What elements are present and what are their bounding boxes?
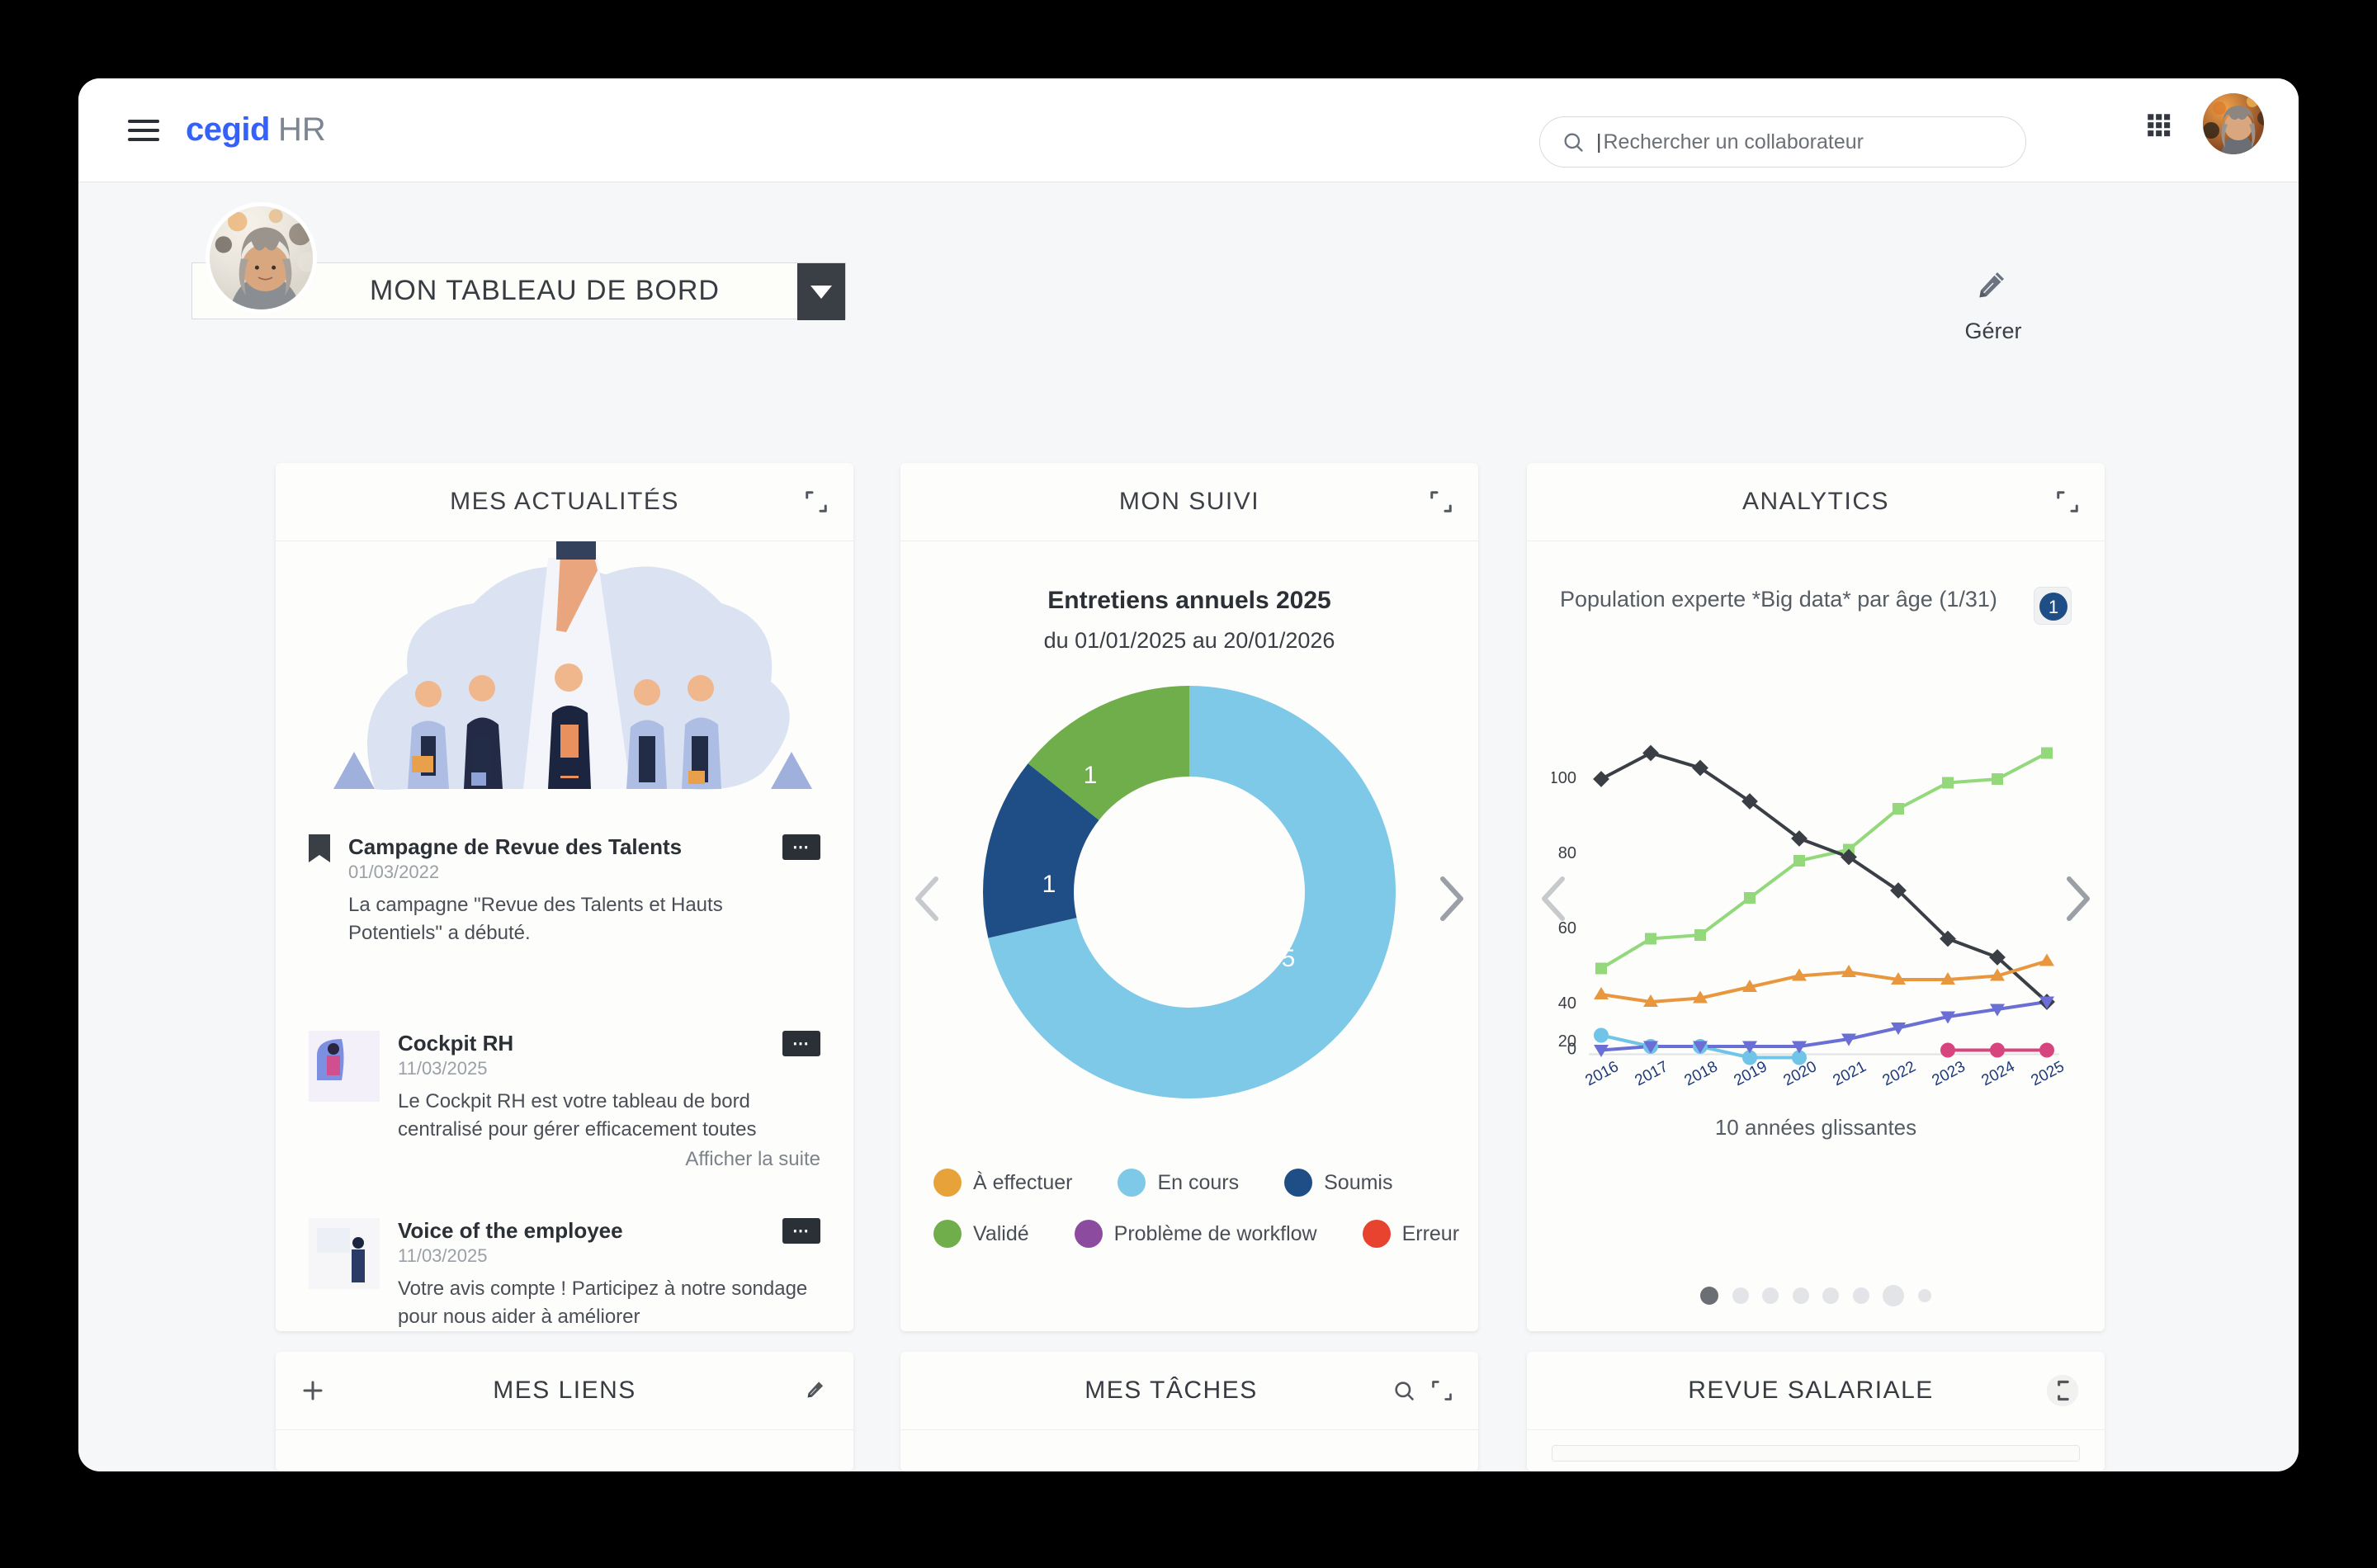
svg-text:40: 40 — [1558, 994, 1576, 1013]
svg-text:80: 80 — [1558, 844, 1576, 862]
svg-text:60: 60 — [1558, 919, 1576, 937]
svg-text:1: 1 — [2049, 597, 2058, 617]
svg-text:2023: 2023 — [1929, 1058, 1968, 1086]
svg-text:2016: 2016 — [1582, 1058, 1621, 1086]
svg-text:2017: 2017 — [1632, 1058, 1671, 1086]
svg-text:2018: 2018 — [1681, 1058, 1720, 1086]
svg-text:1: 1 — [1042, 871, 1056, 898]
svg-text:1: 1 — [1084, 762, 1098, 789]
svg-text:100: 100 — [1552, 769, 1576, 787]
svg-text:2025: 2025 — [2028, 1058, 2063, 1086]
svg-text:2024: 2024 — [1978, 1058, 2018, 1086]
svg-text:2021: 2021 — [1830, 1058, 1869, 1086]
svg-text:0: 0 — [1567, 1041, 1576, 1059]
svg-text:5: 5 — [1282, 945, 1296, 972]
svg-text:2022: 2022 — [1879, 1058, 1918, 1086]
